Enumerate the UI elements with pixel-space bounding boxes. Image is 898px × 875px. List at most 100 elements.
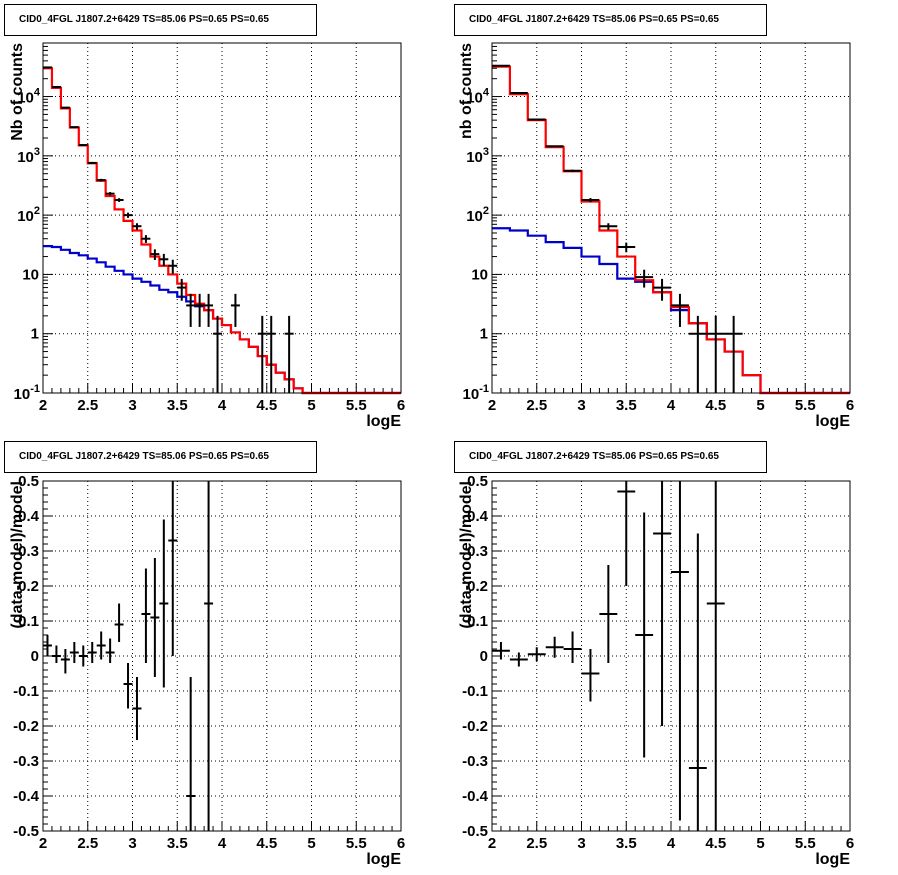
data-point xyxy=(150,249,160,261)
data-point xyxy=(527,118,546,121)
residual-point xyxy=(599,565,618,663)
x-axis-label: logE xyxy=(815,851,850,868)
y-tick-label: 10-1 xyxy=(14,383,40,403)
residual-point xyxy=(78,645,88,667)
x-tick-label: 5.5 xyxy=(346,397,367,414)
residual-point xyxy=(105,638,115,663)
residual-point xyxy=(43,635,52,656)
x-tick-label: 2.5 xyxy=(77,397,98,414)
y-tick-label: 0.4 xyxy=(467,508,489,525)
x-tick-label: 2.5 xyxy=(526,397,547,414)
plot-frame xyxy=(491,42,851,394)
data-point xyxy=(706,315,725,393)
data-point xyxy=(168,259,178,274)
y-tick-label: 1 xyxy=(31,326,39,343)
y-tick-label: -0.1 xyxy=(13,683,39,700)
data-point xyxy=(563,169,582,172)
residual-point xyxy=(653,481,671,726)
x-tick-label: 3 xyxy=(577,835,585,852)
x-tick-label: 6 xyxy=(397,397,405,414)
x-tick-label: 4.5 xyxy=(705,835,726,852)
y-axis-label: nb of counts xyxy=(458,43,475,139)
model-total-histogram xyxy=(492,65,850,395)
x-tick-label: 5 xyxy=(756,835,764,852)
data-point xyxy=(599,223,618,230)
residual-point xyxy=(635,512,654,758)
data-point xyxy=(266,315,276,393)
x-tick-label: 2.5 xyxy=(526,835,547,852)
data-point xyxy=(213,315,222,393)
residual-point xyxy=(159,519,169,688)
x-tick-label: 2 xyxy=(488,397,496,414)
residual-point xyxy=(186,677,196,831)
y-tick-label: 104 xyxy=(466,87,490,107)
data-point xyxy=(114,198,124,202)
y-tick-label: 10-1 xyxy=(463,383,489,403)
data-point xyxy=(257,315,267,393)
x-tick-label: 2 xyxy=(39,835,47,852)
data-point xyxy=(284,315,294,393)
data-point xyxy=(105,192,115,196)
y-tick-label: 0.3 xyxy=(467,543,488,560)
x-tick-label: 6 xyxy=(846,835,854,852)
model-background-histogram xyxy=(492,227,850,395)
x-tick-label: 4 xyxy=(667,397,676,414)
panel-4-title: CID0_4FGL J1807.2+6429 TS=85.06 PS=0.65 … xyxy=(454,441,767,473)
y-tick-label: -0.3 xyxy=(462,753,488,770)
x-tick-label: 5.5 xyxy=(795,835,816,852)
y-tick-label: 0.2 xyxy=(467,578,488,595)
residual-point xyxy=(617,481,636,586)
y-tick-label: 0.4 xyxy=(18,508,40,525)
panel-1-title: CID0_4FGL J1807.2+6429 TS=85.06 PS=0.65 … xyxy=(4,4,317,36)
x-tick-label: 5 xyxy=(307,397,315,414)
y-tick-label: -0.5 xyxy=(13,823,39,840)
residual-point xyxy=(563,631,582,663)
panel-3: 2 2.5 3 3.5 4 4.5 5 5.5 6 -0.5 -0.4 -0.3 -0.2 -0.1 0 0.… xyxy=(9,473,405,868)
y-axis-label: (data-model)/model xyxy=(9,481,26,629)
y-tick-label: 10 xyxy=(22,266,39,283)
x-axis-label: logE xyxy=(815,413,850,430)
panel-1: 2 2.5 3 3.5 4 4.5 5 5.5 6 10-1 1 10 102 103 104 logE Nb … xyxy=(9,42,405,430)
y-tick-label: 0.2 xyxy=(18,578,39,595)
residual-point xyxy=(527,647,546,662)
data-point xyxy=(230,293,240,327)
y-tick-label: 102 xyxy=(466,205,489,225)
panel-2: 2 2.5 3 3.5 4 4.5 5 5.5 6 10-1 1 10 102 103 104 logE nb … xyxy=(458,42,854,430)
x-tick-label: 2 xyxy=(39,397,47,414)
x-axis-label: logE xyxy=(366,413,401,430)
data-point xyxy=(545,145,564,148)
residual-point xyxy=(87,642,97,663)
y-tick-label: 0.5 xyxy=(18,473,39,490)
x-tick-label: 3.5 xyxy=(616,835,637,852)
data-point xyxy=(60,106,70,109)
data-point xyxy=(724,315,743,393)
y-tick-label: 104 xyxy=(17,87,41,107)
y-axis-label: (data-model)/model xyxy=(458,481,475,629)
residual-point xyxy=(141,568,151,663)
panel-3-title: CID0_4FGL J1807.2+6429 TS=85.06 PS=0.65 … xyxy=(4,441,317,473)
x-tick-label: 3 xyxy=(128,835,136,852)
data-point xyxy=(159,253,169,267)
x-tick-label: 5.5 xyxy=(346,835,367,852)
data-point xyxy=(653,278,671,301)
plot-frame xyxy=(491,480,851,832)
y-tick-label: 103 xyxy=(466,146,489,166)
data-point xyxy=(132,223,142,230)
data-point xyxy=(177,278,187,301)
residual-point xyxy=(69,642,79,663)
data-point xyxy=(141,235,151,243)
residual-point xyxy=(60,649,70,674)
y-tick-label: 0.5 xyxy=(467,473,488,490)
data-point xyxy=(87,161,97,164)
y-tick-label: 0.3 xyxy=(18,543,39,560)
x-tick-label: 4.5 xyxy=(256,397,277,414)
x-tick-label: 3 xyxy=(128,397,136,414)
residual-point xyxy=(706,481,725,831)
x-tick-label: 5 xyxy=(756,397,764,414)
y-tick-label: -0.2 xyxy=(462,718,488,735)
x-tick-label: 6 xyxy=(846,397,854,414)
data-point xyxy=(186,293,196,327)
residual-point xyxy=(204,481,214,831)
residual-point xyxy=(688,533,707,831)
residual-point xyxy=(168,481,178,656)
